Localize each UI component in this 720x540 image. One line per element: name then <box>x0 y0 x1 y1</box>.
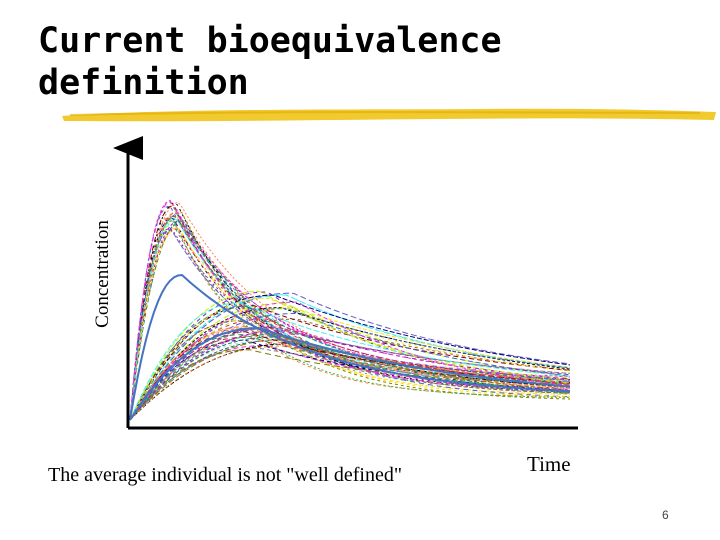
individual-curve <box>129 209 571 421</box>
individual-curve <box>129 301 571 421</box>
individual-curve <box>129 294 571 421</box>
individual-curve <box>129 330 571 421</box>
slide-title: Current bioequivalence definition <box>38 20 502 104</box>
individual-curve <box>129 318 571 421</box>
individual-curve <box>129 331 571 421</box>
individual-curve <box>129 220 571 421</box>
individual-curve <box>129 302 571 421</box>
individual-curve <box>129 226 571 421</box>
individual-curve <box>129 290 571 421</box>
individual-curve <box>129 345 571 421</box>
individual-curve <box>129 215 570 421</box>
individual-curve <box>129 326 571 421</box>
caption-text: The average individual is not "well defi… <box>48 464 402 486</box>
individual-curve <box>129 215 571 421</box>
individual-curve <box>129 201 571 421</box>
individual-curve <box>129 211 571 421</box>
individual-curve <box>129 320 571 421</box>
individual-curve <box>129 336 571 421</box>
individual-curve <box>129 329 571 421</box>
average-profile-curve-low <box>129 326 571 421</box>
slide-title-line-1: Current bioequivalence <box>38 21 502 61</box>
individual-curve <box>129 318 571 421</box>
page-number: 6 <box>662 508 669 522</box>
individual-curve <box>129 291 571 421</box>
individual-curve <box>129 220 571 421</box>
y-axis-label: Concentration <box>92 220 113 328</box>
individual-curve <box>129 220 571 421</box>
individual-curve <box>129 200 571 421</box>
slide-title-line-2: definition <box>38 63 249 103</box>
average-profile-curve <box>129 273 571 421</box>
individual-curve <box>129 227 571 421</box>
individual-curve <box>129 292 571 421</box>
title-underline-brushstroke <box>62 108 716 122</box>
individual-curve <box>129 228 571 421</box>
individual-curve <box>129 201 571 421</box>
individual-curve <box>129 349 571 421</box>
individual-curve <box>129 334 571 421</box>
x-axis-label: Time <box>527 452 571 476</box>
individual-curve <box>129 226 571 421</box>
individual-curve <box>129 326 571 421</box>
